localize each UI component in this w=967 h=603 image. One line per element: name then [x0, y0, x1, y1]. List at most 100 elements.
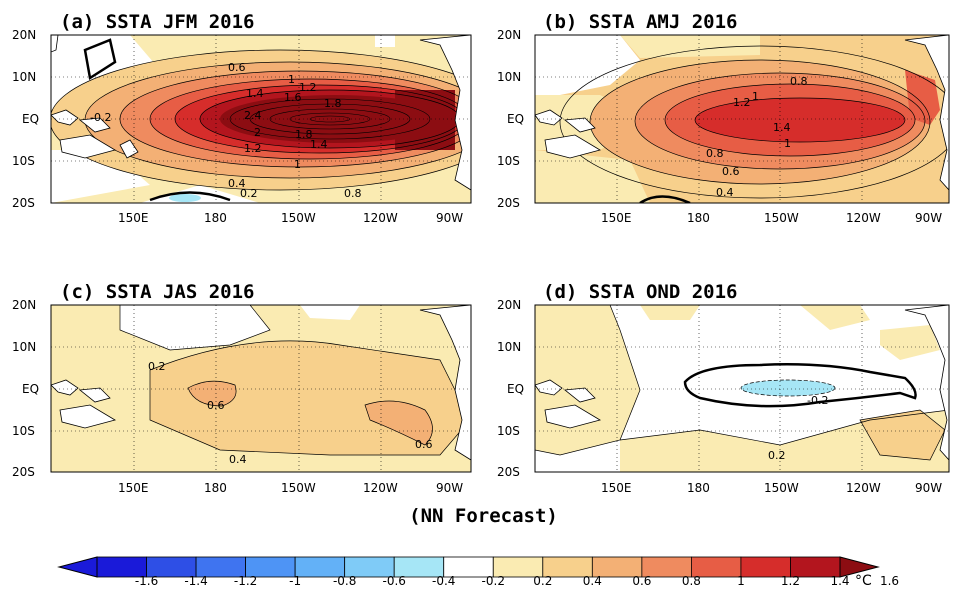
- lat-tick: EQ: [22, 382, 39, 396]
- contour-label: 1.8: [295, 128, 313, 141]
- lat-tick: 10N: [12, 70, 36, 84]
- contour-label: 0.8: [706, 147, 724, 160]
- lon-tick: 90W: [915, 481, 942, 495]
- colorbar-tick-label: -0.8: [333, 574, 356, 588]
- lat-tick: EQ: [507, 112, 524, 126]
- colorbar-cells: [96, 556, 841, 578]
- panel-c-lat-axis: 20N 10N EQ 10S 20S: [12, 298, 39, 479]
- panel-c-contour-labels: 0.2 0.6 0.6 0.4: [148, 360, 433, 466]
- lon-tick: 120W: [846, 211, 881, 225]
- lat-tick: 20N: [497, 28, 521, 42]
- panel-b-contour-labels: 0.8 1.2 1 1.4 1 0.8 0.6 0.4: [706, 75, 808, 199]
- lon-tick: 90W: [436, 481, 463, 495]
- contour-label: 0.8: [790, 75, 808, 88]
- lon-tick: 120W: [846, 481, 881, 495]
- lat-tick: 20S: [12, 196, 35, 210]
- colorbar-tick-label: 0.8: [682, 574, 701, 588]
- lon-tick: 150E: [601, 211, 632, 225]
- contour-label: 1.6: [284, 91, 302, 104]
- lat-tick: EQ: [22, 112, 39, 126]
- lon-tick: 180: [204, 481, 227, 495]
- lat-tick: 10N: [12, 340, 36, 354]
- panel-c: (c) SSTA JAS 2016 0.2 0.6: [12, 281, 472, 495]
- panel-a: (a) SSTA JFM 2016: [12, 11, 472, 225]
- contour-label: 0.8: [344, 187, 362, 200]
- contour-label: 1: [752, 90, 759, 103]
- colorbar-tick-label: 1.4: [830, 574, 849, 588]
- panel-b: (b) SSTA AMJ 2016: [497, 11, 950, 225]
- panel-a-title: (a) SSTA JFM 2016: [60, 11, 254, 33]
- colorbar-ticks: -1.6 -1.4 -1.2 -1 -0.8 -0.6 -0.4 -0.2 0.2 0.4 0.6 0…: [135, 574, 899, 588]
- contour-label: 1.2: [733, 96, 751, 109]
- colorbar-tick-label: -1.4: [184, 574, 207, 588]
- contour-label: 1: [784, 137, 791, 150]
- contour-label: 1.4: [310, 138, 328, 151]
- colorbar: -1.6 -1.4 -1.2 -1 -0.8 -0.6 -0.4 -0.2 0.2 0.4 0.6 0…: [57, 556, 899, 589]
- lat-tick: 10S: [12, 424, 35, 438]
- lon-tick: 150E: [601, 481, 632, 495]
- contour-label: 0.6: [415, 438, 433, 451]
- colorbar-right-arrow: [839, 556, 880, 578]
- forecast-label: (NN Forecast): [409, 505, 558, 527]
- contour-label: 0.4: [716, 186, 734, 199]
- panel-c-lon-axis: 150E 180 150W 120W 90W: [118, 481, 463, 495]
- contour-label: 1.4: [773, 121, 791, 134]
- lat-tick: 20N: [12, 28, 36, 42]
- contour-label: 0.4: [229, 453, 247, 466]
- lat-tick: 20N: [12, 298, 36, 312]
- contour-label: 1.2: [244, 142, 262, 155]
- contour-label: 0.2: [240, 187, 258, 200]
- lat-tick: 10S: [12, 154, 35, 168]
- lat-tick: EQ: [507, 382, 524, 396]
- contour-label: 1: [294, 158, 301, 171]
- contour-label: 1.8: [324, 97, 342, 110]
- colorbar-tick-label: -1.6: [135, 574, 158, 588]
- colorbar-tick-label: 0.6: [632, 574, 651, 588]
- lon-tick: 150W: [281, 211, 316, 225]
- lon-tick: 150W: [764, 481, 799, 495]
- lon-tick: 180: [204, 211, 227, 225]
- panel-b-lat-axis: 20N 10N EQ 10S 20S: [497, 28, 524, 210]
- colorbar-left-arrow: [57, 556, 98, 578]
- lon-tick: 150E: [118, 481, 149, 495]
- contour-label: 2: [254, 126, 261, 139]
- lat-tick: 10S: [497, 154, 520, 168]
- contour-label: -0.2: [90, 111, 111, 124]
- contour-label: 0.6: [207, 399, 225, 412]
- contour-label: -0.2: [807, 394, 828, 407]
- lat-tick: 10S: [497, 424, 520, 438]
- lon-tick: 150W: [764, 211, 799, 225]
- lat-tick: 20S: [497, 465, 520, 479]
- panel-d-field: [535, 305, 949, 472]
- colorbar-tick-label: 0.2: [533, 574, 552, 588]
- panel-a-lon-axis: 150E 180 150W 120W 90W: [118, 211, 463, 225]
- panel-b-lon-axis: 150E 180 150W 120W 90W: [601, 211, 942, 225]
- contour-label: 1.4: [246, 87, 264, 100]
- panel-a-field: [51, 35, 471, 203]
- lon-tick: 180: [687, 481, 710, 495]
- panel-d-lat-axis: 20N 10N EQ 10S 20S: [497, 298, 524, 479]
- lon-tick: 90W: [436, 211, 463, 225]
- lon-tick: 90W: [915, 211, 942, 225]
- contour-label: 0.6: [228, 61, 246, 74]
- contour-label: 1: [288, 73, 295, 86]
- panel-a-lat-axis: 20N 10N EQ 10S 20S: [12, 28, 39, 210]
- lat-tick: 10N: [497, 70, 521, 84]
- contour-label: 0.2: [148, 360, 166, 373]
- lon-tick: 150E: [118, 211, 149, 225]
- lat-tick: 20S: [497, 196, 520, 210]
- panel-b-field: [535, 35, 949, 203]
- panel-c-field: [51, 305, 471, 472]
- colorbar-unit: °C: [855, 573, 872, 589]
- colorbar-tick-label: 1.2: [781, 574, 800, 588]
- colorbar-tick-label: 0.4: [583, 574, 602, 588]
- colorbar-tick-label: -1: [289, 574, 301, 588]
- panel-c-title: (c) SSTA JAS 2016: [60, 281, 254, 303]
- panel-d-lon-axis: 150E 180 150W 120W 90W: [601, 481, 942, 495]
- contour-label: 2.4: [244, 109, 262, 122]
- contour-label: 0.6: [722, 165, 740, 178]
- lat-tick: 20S: [12, 465, 35, 479]
- contour-label: 1.2: [299, 81, 317, 94]
- panel-d: (d) SSTA OND 2016 -0.2: [497, 281, 950, 495]
- lat-tick: 10N: [497, 340, 521, 354]
